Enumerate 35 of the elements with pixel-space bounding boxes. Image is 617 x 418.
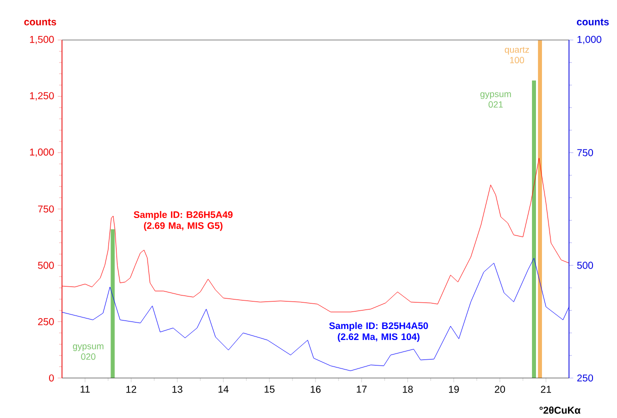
y2-tick-label: 1,000: [578, 36, 602, 44]
y-tick-label: 250: [38, 318, 54, 326]
x-tick-label: 16: [310, 386, 321, 393]
series-label: Sample ID: B25H4A50 (2.62 Ma, MIS 104): [329, 322, 428, 342]
series-label: quartz 100: [504, 46, 529, 64]
y-tick-label: 1,250: [30, 92, 54, 100]
y2-tick-label: 250: [577, 374, 594, 382]
y-tick-label: 0: [49, 374, 54, 382]
y2-tick-label: 750: [577, 149, 594, 156]
x-tick-label: 20: [494, 386, 506, 393]
series-label: Sample ID: B26H5A49 (2.69 Ma, MIS G5): [134, 211, 233, 231]
x-tick-label: 15: [264, 386, 275, 393]
y2-tick-label: 500: [577, 262, 594, 269]
bar: [538, 40, 542, 378]
x-tick-label: 14: [218, 386, 229, 393]
x-tick-label: 11: [80, 386, 90, 393]
x-axis-title: °2θCuKα: [540, 406, 581, 414]
bar: [532, 80, 536, 378]
x-tick-label: 19: [449, 386, 459, 393]
y-tick-label: 1,500: [30, 36, 54, 44]
y-tick-label: 1,000: [30, 148, 54, 157]
y-tick-label: 500: [38, 262, 54, 269]
x-tick-label: 13: [172, 386, 182, 393]
x-tick-label: 12: [126, 386, 136, 393]
x-tick-label: 21: [540, 386, 552, 393]
y-tick-label: 750: [38, 205, 54, 213]
line-series: [62, 258, 570, 372]
y-axis-title: counts: [24, 18, 56, 26]
bar: [110, 229, 115, 378]
y2-axis-title: counts: [576, 18, 609, 26]
text: gypsum 021: [480, 92, 511, 108]
line-series: [62, 158, 570, 312]
x-tick-label: 17: [356, 386, 367, 393]
series-label: gypsum 020: [72, 344, 104, 360]
x-tick-label: 18: [402, 386, 413, 393]
